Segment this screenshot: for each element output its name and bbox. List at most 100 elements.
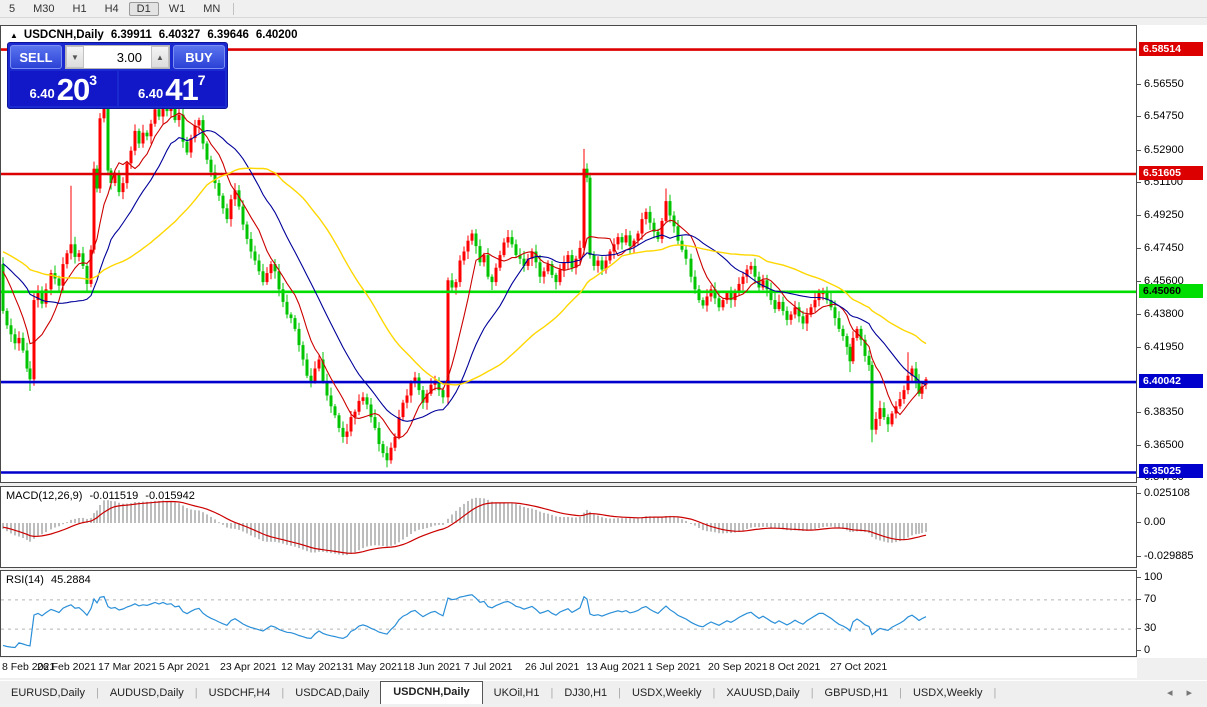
macd-pane[interactable]: MACD(12,26,9) -0.011519 -0.015942 (0, 486, 1137, 568)
tab-separator: | (550, 687, 554, 699)
price-line-badge: 6.35025 (1139, 464, 1203, 479)
axis-tick-mark (1137, 556, 1141, 558)
tab-ukoil-h1[interactable]: UKOil,H1 (493, 687, 540, 699)
date-tick-label: 8 Oct 2021 (769, 661, 821, 673)
price-tick-label: 6.43800 (1144, 307, 1184, 320)
date-tick-label: 27 Oct 2021 (830, 661, 888, 673)
tab-usdx-weekly[interactable]: USDX,Weekly (912, 687, 983, 699)
timeframe-button-mn[interactable]: MN (203, 2, 221, 15)
macd-scale-label: 0.025108 (1144, 487, 1190, 500)
rsi-label: RSI(14) 45.2884 (6, 574, 95, 586)
axis-tick-mark (1137, 247, 1141, 249)
sell-price-pips: 20 (56, 72, 90, 107)
tab-xauusd-daily[interactable]: XAUUSD,Daily (726, 687, 800, 699)
timeframe-toolbar: 5 M30 H1 H4 D1 W1 MN (0, 0, 1207, 18)
axis-tick-mark (1137, 577, 1141, 578)
macd-name: MACD(12,26,9) (6, 490, 83, 502)
axis-tick-mark (1137, 313, 1141, 315)
tab-scroll-left-icon[interactable]: ◂ (1166, 687, 1173, 699)
volume-input[interactable]: 3.00 (84, 46, 151, 68)
axis-tick-mark (1137, 444, 1141, 446)
buy-price-pips: 41 (165, 72, 198, 107)
date-axis[interactable]: 8 Feb 2021 26 Feb 2021 17 Mar 2021 5 Apr 20… (0, 658, 1137, 678)
tab-audusd-daily[interactable]: AUDUSD,Daily (109, 687, 184, 699)
price-tick-label: 6.52900 (1144, 143, 1184, 156)
ohlc-low: 6.39646 (207, 29, 249, 41)
sell-price-prefix: 6.40 (29, 86, 55, 101)
rsi-canvas[interactable] (1, 571, 1136, 656)
rsi-value: 45.2884 (50, 574, 91, 586)
volume-spinner: ▼ 3.00 ▲ (65, 45, 170, 69)
candlestick-canvas[interactable] (1, 26, 1136, 482)
rsi-name: RSI(14) (6, 574, 44, 586)
macd-signal-value: -0.015942 (145, 490, 195, 502)
date-tick-label: 13 Aug 2021 (586, 661, 645, 673)
macd-value: -0.011519 (89, 490, 139, 502)
date-tick-label: 18 Jun 2021 (403, 661, 461, 673)
tab-separator: | (712, 687, 716, 699)
date-tick-label: 12 May 2021 (281, 661, 342, 673)
rsi-scale-label: 30 (1144, 622, 1157, 635)
date-tick-label: 23 Apr 2021 (220, 661, 277, 673)
ohlc-high: 6.40327 (158, 29, 201, 41)
date-tick-label: 17 Mar 2021 (98, 661, 157, 673)
chart-tab-bar: EURUSD,Daily | AUDUSD,Daily | USDCHF,H4 | USDC… (0, 680, 1207, 704)
timeframe-button-m30[interactable]: M30 (33, 2, 55, 15)
axis-tick-mark (1137, 522, 1141, 523)
macd-canvas[interactable] (1, 487, 1136, 567)
tab-separator: | (194, 687, 198, 699)
one-click-trade-panel: SELL ▼ 3.00 ▲ BUY 6.40 20 3 6.40 41 7 (7, 42, 228, 109)
tab-gbpusd-h1[interactable]: GBPUSD,H1 (824, 687, 889, 699)
axis-tick-mark (1137, 281, 1141, 283)
axis-tick-mark (1137, 84, 1141, 85)
date-tick-label: 7 Jul 2021 (464, 661, 513, 673)
tab-dj30-h1[interactable]: DJ30,H1 (564, 687, 608, 699)
timeframe-button-w1[interactable]: W1 (168, 2, 186, 15)
axis-tick-mark (1137, 628, 1141, 630)
axis-tick-mark (1137, 182, 1141, 184)
sell-price-display[interactable]: 6.40 20 3 (10, 71, 117, 106)
tab-usdcnh-daily[interactable]: USDCNH,Daily (380, 681, 483, 704)
buy-price-display[interactable]: 6.40 41 7 (118, 71, 225, 107)
axis-tick-mark (1137, 598, 1141, 600)
timeframe-button-h4[interactable]: H4 (104, 2, 119, 15)
tab-separator: | (810, 687, 814, 699)
ohlc-open: 6.39911 (110, 29, 152, 41)
tab-usdcad-daily[interactable]: USDCAD,Daily (295, 687, 370, 699)
price-tick-label: 6.47450 (1144, 241, 1184, 254)
price-tick-label: 6.36500 (1144, 438, 1184, 451)
price-axis[interactable]: 6.56550 6.54750 6.52900 6.51100 6.49250 6.474… (1137, 25, 1207, 658)
tab-separator: | (899, 687, 902, 699)
price-tick-label: 6.49250 (1144, 209, 1184, 222)
date-tick-label: 5 Apr 2021 (159, 661, 210, 673)
tab-scroll-right-icon[interactable]: ▸ (1186, 687, 1192, 699)
timeframe-button-h1[interactable]: H1 (72, 2, 87, 15)
price-tick-label: 6.41950 (1144, 340, 1184, 353)
tab-eurusd-daily[interactable]: EURUSD,Daily (11, 687, 85, 699)
timeframe-button-5[interactable]: 5 (9, 2, 16, 15)
date-tick-label: 31 May 2021 (342, 661, 403, 673)
axis-tick-mark (1137, 346, 1141, 348)
toolbar-separator (233, 2, 235, 15)
price-line-badge: 6.40042 (1139, 374, 1203, 389)
date-tick-label: 26 Feb 2021 (37, 661, 96, 673)
sell-price-point: 3 (89, 72, 98, 88)
tab-usdchf-h4[interactable]: USDCHF,H4 (208, 687, 271, 699)
volume-decrease-icon[interactable]: ▼ (66, 46, 84, 68)
axis-tick-mark (1137, 215, 1141, 217)
collapse-arrow-icon[interactable]: ▲ (10, 30, 18, 40)
price-tick-label: 6.38350 (1144, 405, 1184, 418)
timeframe-button-d1[interactable]: D1 (128, 1, 159, 16)
volume-increase-icon[interactable]: ▲ (151, 46, 169, 68)
date-tick-label: 26 Jul 2021 (525, 661, 580, 673)
sell-button[interactable]: SELL (10, 45, 62, 69)
buy-button[interactable]: BUY (173, 45, 225, 69)
axis-tick-mark (1137, 116, 1141, 118)
tab-separator: | (95, 687, 99, 699)
macd-scale-label: -0.029885 (1144, 550, 1194, 563)
rsi-scale-label: 100 (1144, 571, 1163, 583)
price-tick-label: 6.54750 (1144, 110, 1184, 123)
tab-usdx-weekly[interactable]: USDX,Weekly (631, 687, 702, 699)
rsi-pane[interactable]: RSI(14) 45.2884 (0, 570, 1137, 657)
